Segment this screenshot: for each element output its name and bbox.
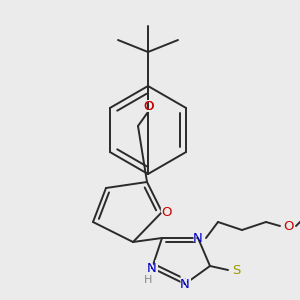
Text: O: O bbox=[143, 100, 153, 113]
Text: N: N bbox=[145, 260, 159, 275]
Text: N: N bbox=[178, 277, 192, 292]
Text: O: O bbox=[143, 100, 153, 113]
Text: O: O bbox=[159, 205, 173, 220]
Text: O: O bbox=[141, 100, 155, 115]
Text: O: O bbox=[281, 218, 295, 233]
Text: N: N bbox=[147, 262, 157, 275]
Text: S: S bbox=[232, 263, 240, 277]
Text: H: H bbox=[142, 273, 154, 287]
Text: O: O bbox=[283, 220, 293, 232]
Text: N: N bbox=[193, 232, 203, 244]
Text: N: N bbox=[180, 278, 190, 290]
Text: H: H bbox=[144, 275, 152, 285]
Text: O: O bbox=[141, 100, 155, 115]
Text: O: O bbox=[161, 206, 171, 218]
Text: S: S bbox=[230, 262, 242, 278]
Text: N: N bbox=[191, 230, 205, 245]
